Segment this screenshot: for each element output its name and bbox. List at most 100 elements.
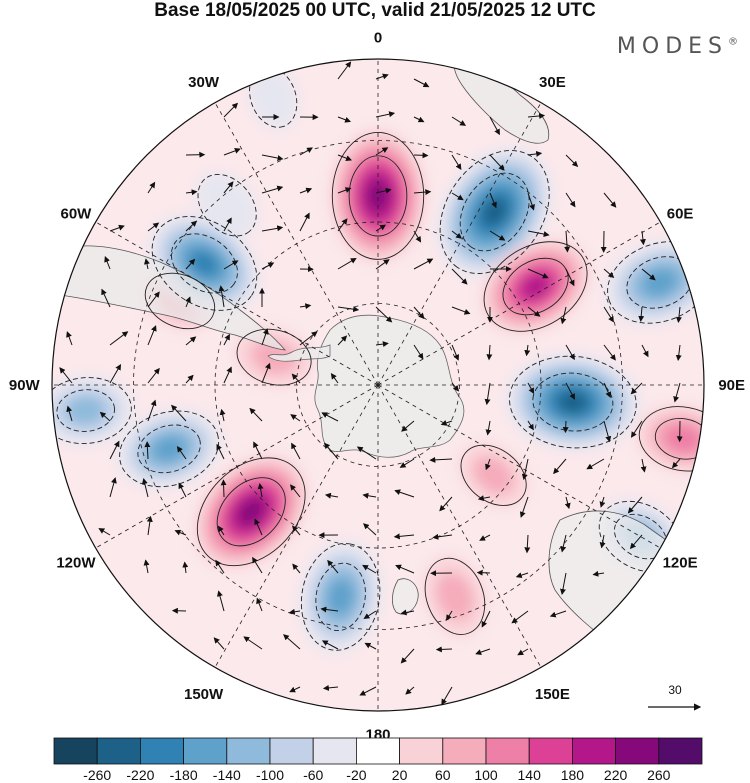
wind-vector: [599, 534, 606, 549]
wind-vector: [364, 642, 377, 650]
colorbar-tick-label: -260: [83, 767, 111, 783]
wind-vector: [324, 492, 339, 499]
wind-vector: [481, 610, 491, 628]
anomaly-2: [437, 147, 553, 277]
wind-vector: [299, 331, 318, 346]
brand-name: MODES: [616, 34, 728, 59]
colorbar-tick-label: -60: [303, 767, 323, 783]
wind-vector: [489, 154, 505, 171]
anomaly-10: [299, 540, 382, 654]
contour-line: [151, 216, 258, 311]
wind-vector: [527, 192, 535, 211]
wind-vector: [375, 224, 387, 232]
colorbar-swatch: [399, 737, 444, 765]
colorbar-swatch: [53, 737, 98, 765]
wind-vector: [185, 374, 194, 384]
contour-line: [331, 132, 425, 260]
longitude-label-60W: 60W: [60, 206, 92, 223]
anomaly-5: [506, 353, 640, 451]
anomaly-contours-15: [144, 272, 216, 330]
anomaly-3: [481, 239, 590, 334]
wind-vector: [638, 306, 645, 322]
antarctica-landmass: [314, 314, 465, 458]
wind-vector: [560, 534, 567, 553]
wind-vector: [451, 306, 471, 315]
anomaly-contours-17: [197, 173, 257, 237]
wind-vector: [223, 260, 239, 270]
wind-vector: [629, 534, 643, 550]
wind-vector: [289, 686, 301, 693]
wind-vector: [337, 61, 352, 80]
anomaly-level: [327, 579, 354, 615]
contour-line: [348, 155, 408, 237]
colorbar-swatch: [658, 737, 703, 765]
wind-vector: [394, 489, 415, 498]
wind-vector: [252, 556, 263, 574]
wind-vector: [413, 258, 434, 270]
wind-vector: [143, 559, 150, 574]
colorbar-tick-label: 60: [435, 767, 451, 783]
colorbar-swatch: [572, 737, 617, 765]
wind-vector: [640, 458, 647, 473]
wind-vector: [185, 220, 198, 232]
wind-vector: [400, 609, 415, 616]
colorbar-tick-label: 220: [604, 767, 628, 783]
wind-vector: [261, 185, 284, 194]
wind-vector: [261, 154, 284, 161]
wind-vector: [220, 479, 227, 498]
colorbar-tick-label: -140: [213, 767, 241, 783]
wind-vector: [565, 154, 579, 168]
wind-vector: [66, 405, 73, 422]
wind-vector: [375, 259, 390, 270]
wind-vector: [603, 306, 614, 323]
wind-vector: [290, 414, 301, 422]
colorbar: -260 -220 -180 -140 -100 -60 -20 20 60 100 140 180 2…: [53, 737, 703, 783]
wind-vector: [321, 412, 339, 422]
wind-vector: [673, 382, 681, 403]
wind-vector: [641, 268, 656, 281]
anomaly-contours-9: [424, 557, 486, 635]
wind-vector: [603, 344, 616, 361]
wind-vector: [553, 458, 567, 475]
wind-vector: [337, 218, 348, 232]
wind-vector: [413, 152, 429, 159]
anomaly-level: [152, 436, 186, 462]
wind-vector: [215, 559, 225, 574]
wind-vector: [393, 533, 415, 540]
contour-line: [52, 377, 132, 445]
anomaly-contours-16: [151, 216, 258, 311]
wind-vector: [299, 212, 310, 232]
wind-vector: [641, 344, 649, 358]
wind-vector: [565, 192, 576, 208]
wind-vector: [223, 366, 232, 384]
colorbar-swatch: [528, 737, 573, 765]
wind-vector: [479, 534, 491, 541]
anomaly-level: [436, 572, 474, 620]
anomaly-level: [664, 424, 702, 453]
meridian-line: [214, 102, 379, 386]
map-title: Base 18/05/2025 00 UTC, valid 21/05/2025…: [154, 0, 596, 21]
wind-vector: [451, 268, 468, 285]
longitude-label-60E: 60E: [667, 206, 694, 223]
wind-vector: [362, 492, 377, 499]
anomaly-9: [423, 556, 487, 637]
wind-vector: [147, 291, 160, 308]
longitude-label-0: 0: [374, 30, 382, 47]
wind-vector: [109, 331, 129, 346]
anomaly-contours-7: [460, 444, 527, 506]
wind-vector: [321, 640, 339, 650]
wind-vector: [320, 606, 339, 613]
wind-vector: [603, 192, 617, 208]
contour-line: [216, 477, 286, 547]
anomaly-contours-5: [509, 355, 637, 449]
wind-vector: [356, 446, 377, 460]
wind-vector: [257, 482, 264, 498]
anomaly-contours-10: [300, 543, 381, 651]
anomaly-contours-6: [638, 406, 704, 472]
map-border: [51, 58, 705, 712]
wind-vector: [586, 458, 605, 470]
wind-vector: [291, 442, 301, 460]
wind-vector: [527, 230, 550, 238]
wind-vector: [435, 646, 453, 653]
